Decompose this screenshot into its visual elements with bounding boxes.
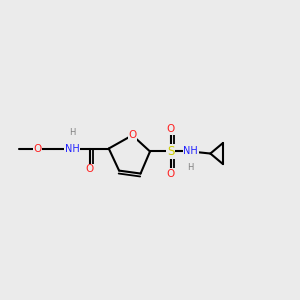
Text: NH: NH: [183, 146, 198, 157]
Text: O: O: [167, 169, 175, 178]
Text: O: O: [167, 124, 175, 134]
Text: O: O: [128, 130, 136, 140]
Text: NH: NH: [64, 143, 79, 154]
Text: S: S: [167, 145, 174, 158]
Text: O: O: [33, 143, 42, 154]
Text: H: H: [69, 128, 75, 137]
Text: O: O: [85, 164, 94, 174]
Text: H: H: [188, 163, 194, 172]
